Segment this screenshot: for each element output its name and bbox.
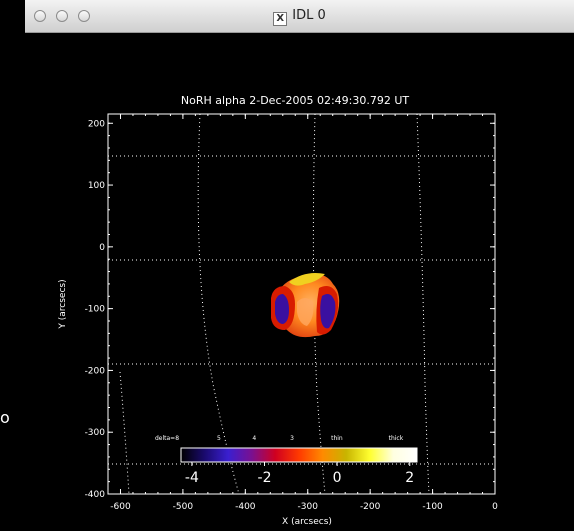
colorbar-bottom-label: 2 [405, 470, 414, 486]
colorbar-bottom-labels: -4 -2 0 2 [185, 462, 414, 486]
colorbar-top-label: thin [331, 435, 343, 442]
stray-character: o [0, 408, 10, 427]
source-center-light [297, 298, 314, 326]
x-tick-label: -200 [360, 502, 381, 512]
close-window-button[interactable] [34, 10, 46, 22]
source-yellow-rim [289, 273, 325, 286]
x-tick-label: -100 [422, 502, 443, 512]
plot-frame [107, 113, 496, 495]
window-title-text: IDL 0 [292, 8, 326, 23]
y-tick-label: 200 [88, 119, 105, 129]
colorbar: delta=8 5 4 3 thin thick -4 -2 0 2 [155, 435, 418, 486]
y-tick-label: -100 [85, 305, 106, 315]
window-titlebar[interactable]: X IDL 0 [25, 0, 574, 33]
x11-icon: X [273, 12, 288, 26]
minimize-window-button[interactable] [56, 10, 68, 22]
colorbar-top-label: thick [389, 435, 404, 442]
y-tick-label: -200 [85, 366, 106, 376]
x-axis-ticks: -600 -500 -400 -300 -200 -100 0 [107, 114, 498, 512]
y-tick-label: -400 [85, 490, 106, 500]
solar-source [271, 273, 340, 338]
x-tick-label: -400 [235, 502, 256, 512]
colorbar-top-label: delta=8 [155, 435, 179, 442]
colorbar-bottom-label: 0 [333, 470, 342, 486]
source-right-core [320, 294, 336, 329]
y-axis-label: Y (arcsecs) [58, 279, 68, 329]
y-tick-label: 0 [99, 243, 105, 253]
x-tick-label: -600 [110, 502, 131, 512]
source-left-core [275, 294, 289, 324]
colorbar-top-label: 3 [290, 435, 294, 442]
plot-title: NoRH alpha 2-Dec-2005 02:49:30.792 UT [181, 94, 410, 107]
colorbar-gradient [180, 447, 418, 463]
x-axis-label: X (arcsecs) [282, 517, 332, 527]
zoom-window-button[interactable] [78, 10, 90, 22]
x-tick-label: -300 [298, 502, 319, 512]
colorbar-bottom-label: -4 [185, 470, 199, 486]
x-tick-label: 0 [492, 502, 498, 512]
y-tick-label: 100 [88, 181, 105, 191]
window-title: X IDL 0 [25, 8, 574, 26]
colorbar-top-labels: delta=8 5 4 3 thin thick [155, 435, 404, 442]
idl-plot-canvas: NoRH alpha 2-Dec-2005 02:49:30.792 UT -6… [58, 94, 498, 527]
colorbar-top-label: 4 [252, 435, 256, 442]
y-axis-ticks: 200 100 0 -100 -200 -300 -400 [85, 119, 495, 500]
x-tick-label: -500 [173, 502, 194, 512]
y-tick-label: -300 [85, 428, 106, 438]
idl-window: X IDL 0 NoRH alpha 2-Dec-2005 02:49:30.79… [25, 0, 574, 531]
colorbar-top-label: 5 [217, 435, 221, 442]
colorbar-bottom-label: -2 [258, 470, 272, 486]
